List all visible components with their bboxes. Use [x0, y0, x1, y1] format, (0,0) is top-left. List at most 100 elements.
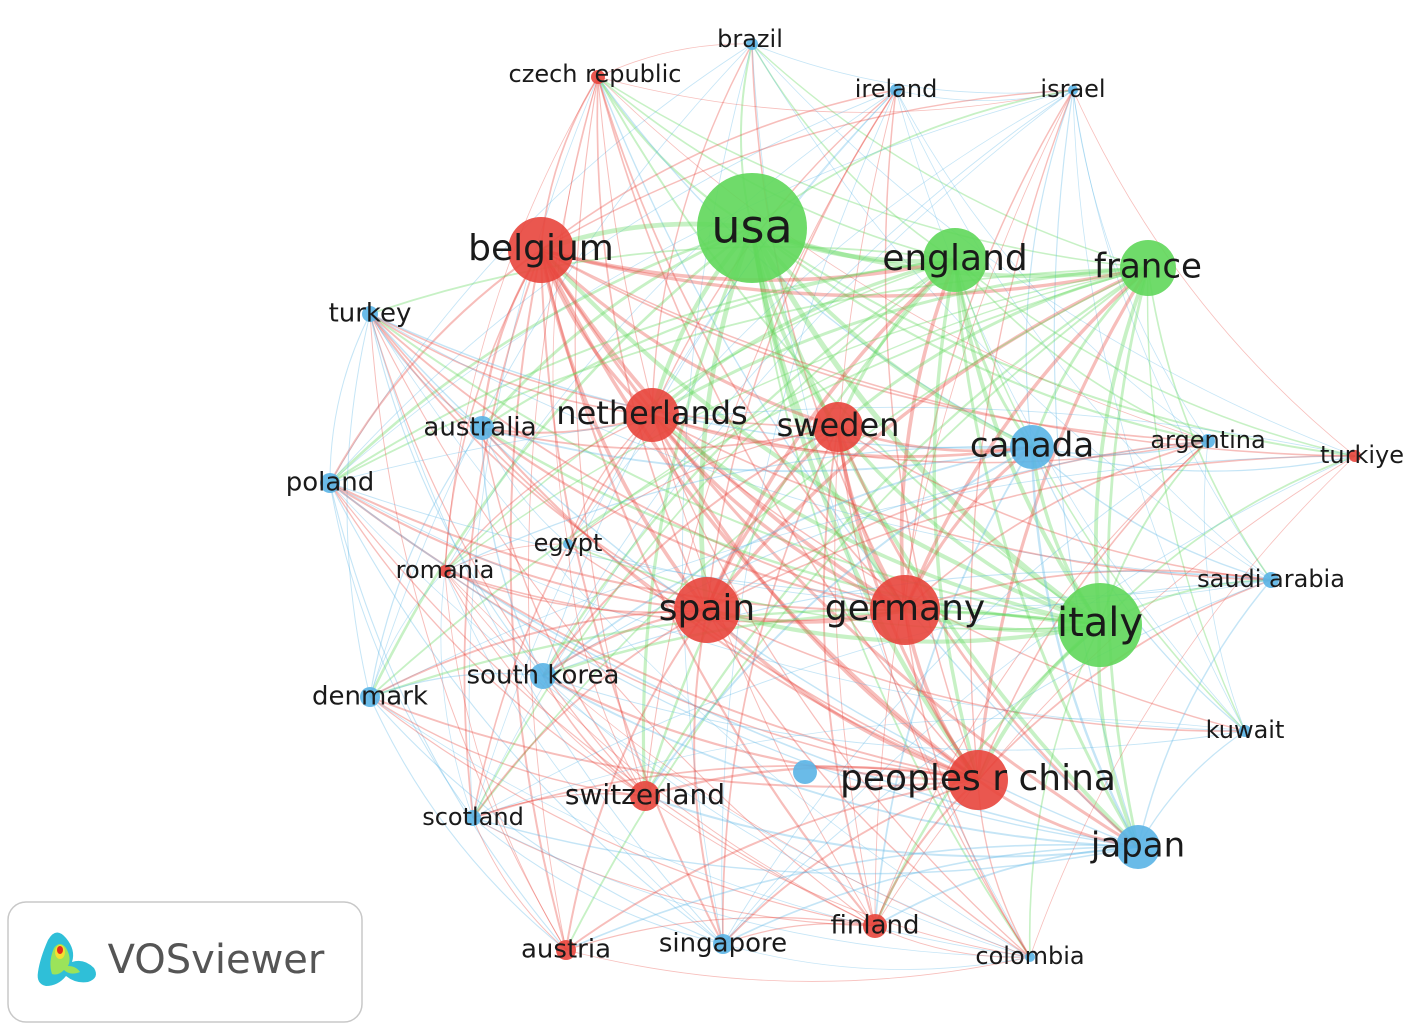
edge — [481, 427, 1033, 473]
node — [1116, 825, 1160, 869]
edge — [651, 266, 1149, 417]
edge — [976, 267, 1150, 781]
node — [674, 577, 740, 643]
edge — [874, 846, 1139, 927]
edge — [565, 844, 1139, 951]
edge — [567, 543, 646, 797]
edge — [895, 89, 1209, 442]
edge — [1030, 446, 1140, 848]
edge — [369, 313, 567, 951]
edge — [329, 482, 979, 781]
node-label: romania — [396, 556, 495, 584]
edge — [472, 817, 1031, 958]
edge — [706, 440, 1209, 611]
edge — [706, 89, 897, 611]
edge — [509, 249, 567, 951]
edge — [542, 675, 1246, 751]
edge — [722, 923, 876, 945]
edge — [542, 675, 1031, 958]
edge — [369, 313, 1101, 627]
node — [1058, 583, 1142, 667]
node — [360, 687, 380, 707]
node-label: japan — [1090, 826, 1185, 866]
edge — [641, 227, 754, 797]
edge — [1031, 446, 1356, 472]
edge — [837, 426, 1031, 958]
node-label: poland — [286, 468, 375, 498]
edge — [472, 717, 1246, 819]
node — [1068, 85, 1078, 95]
edge — [721, 89, 897, 945]
edge — [749, 227, 980, 782]
edge — [369, 313, 979, 781]
node-label: italy — [1057, 600, 1143, 646]
edge — [1028, 624, 1101, 958]
edge — [597, 76, 979, 781]
edge — [822, 426, 876, 927]
edge — [472, 89, 1074, 819]
edge — [329, 482, 1139, 848]
logo-icon — [37, 932, 96, 986]
node-label: kuwait — [1206, 716, 1285, 744]
edge — [542, 675, 1139, 848]
edge — [329, 482, 646, 797]
edge — [1137, 579, 1272, 848]
node-label: saudi arabia — [1197, 565, 1345, 593]
edge — [540, 249, 1209, 442]
node-label: ireland — [855, 75, 938, 103]
edge — [565, 949, 1031, 982]
edge — [472, 817, 876, 927]
edge — [444, 249, 542, 572]
edge — [904, 569, 1272, 611]
edge — [751, 43, 1272, 581]
edge — [329, 226, 753, 484]
edge — [369, 696, 724, 945]
edge — [463, 249, 542, 819]
edge — [596, 76, 708, 611]
node-label: argentina — [1150, 426, 1265, 454]
edge — [749, 226, 1102, 628]
node — [556, 940, 576, 960]
edge — [722, 943, 1031, 970]
edge — [651, 413, 1033, 458]
edge — [539, 249, 906, 612]
edge — [481, 427, 569, 545]
edge — [542, 89, 1074, 677]
edge — [954, 259, 1356, 457]
edge — [722, 440, 1209, 945]
edge — [884, 89, 979, 781]
node-label: finland — [831, 911, 920, 941]
node — [1120, 240, 1176, 296]
edge — [903, 266, 1150, 611]
node-label: egypt — [534, 529, 603, 557]
edge — [837, 266, 1149, 429]
edge — [650, 414, 979, 782]
edge — [597, 76, 906, 611]
edge — [837, 426, 1272, 581]
node-label: spain — [659, 588, 756, 629]
node-label: switzerland — [565, 778, 725, 811]
edge — [329, 259, 956, 484]
edge — [836, 425, 1101, 627]
node-label: usa — [711, 200, 792, 254]
edge — [643, 259, 956, 797]
edge — [542, 426, 839, 677]
edge — [440, 570, 474, 819]
edge — [722, 455, 1356, 945]
node — [1263, 572, 1279, 588]
node-label: south korea — [467, 661, 620, 691]
edge — [346, 313, 371, 698]
edge — [540, 248, 1149, 298]
edge — [721, 426, 839, 945]
node-label: canada — [970, 426, 1094, 466]
logo-text: VOSviewer — [108, 937, 325, 983]
edge — [369, 313, 1031, 958]
edge — [539, 249, 980, 782]
edge — [472, 764, 979, 819]
edge — [705, 266, 1149, 612]
edge — [369, 608, 708, 698]
edge — [444, 570, 1139, 848]
node-label: australia — [423, 413, 536, 443]
edge — [542, 610, 1101, 678]
edge — [369, 245, 956, 315]
